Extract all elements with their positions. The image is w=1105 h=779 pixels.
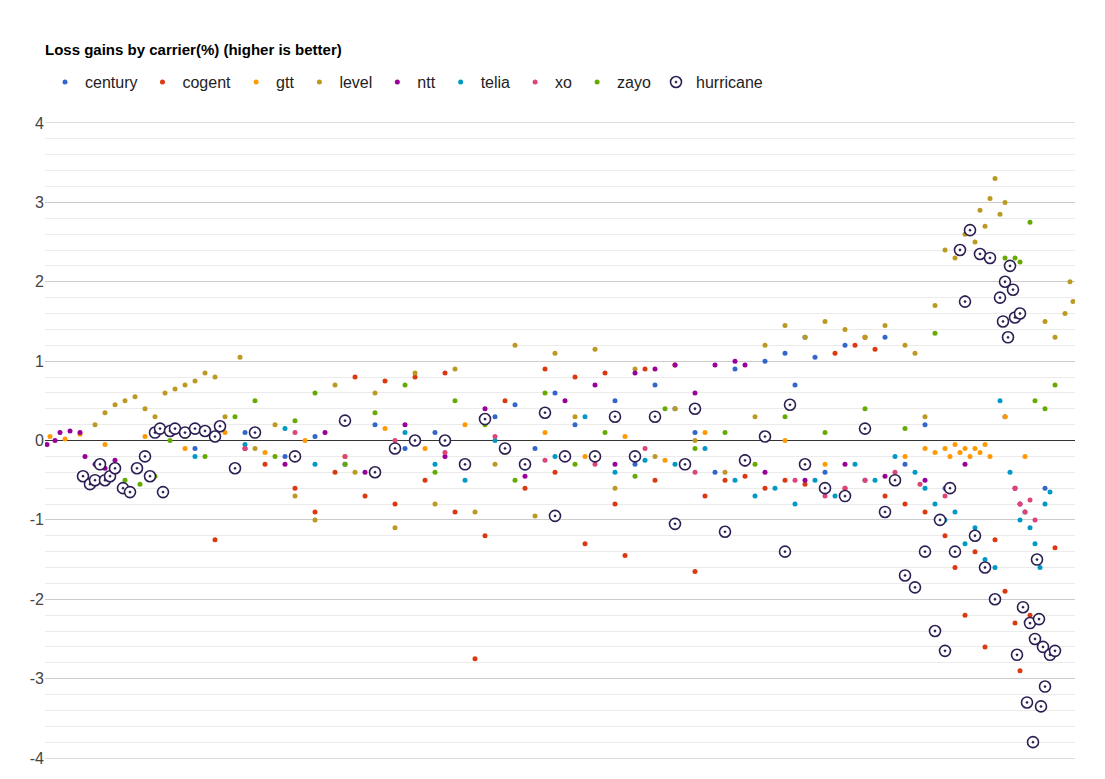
svg-text:telia: telia (481, 74, 510, 91)
svg-text:-1: -1 (30, 511, 44, 528)
svg-text:xo: xo (555, 74, 572, 91)
svg-text:1: 1 (35, 353, 44, 370)
svg-text:-2: -2 (30, 591, 44, 608)
svg-text:4: 4 (35, 115, 44, 132)
svg-text:-3: -3 (30, 670, 44, 687)
svg-text:level: level (339, 74, 372, 91)
svg-text:gtt: gtt (276, 74, 294, 91)
svg-text:0: 0 (35, 432, 44, 449)
svg-text:-4: -4 (30, 750, 44, 767)
svg-text:3: 3 (35, 194, 44, 211)
svg-text:zayo: zayo (617, 74, 651, 91)
svg-text:hurricane: hurricane (696, 74, 763, 91)
svg-text:ntt: ntt (417, 74, 435, 91)
svg-text:century: century (85, 74, 137, 91)
svg-text:Loss gains by carrier(%) (high: Loss gains by carrier(%) (higher is bett… (45, 41, 342, 58)
svg-text:2: 2 (35, 273, 44, 290)
svg-text:cogent: cogent (182, 74, 231, 91)
